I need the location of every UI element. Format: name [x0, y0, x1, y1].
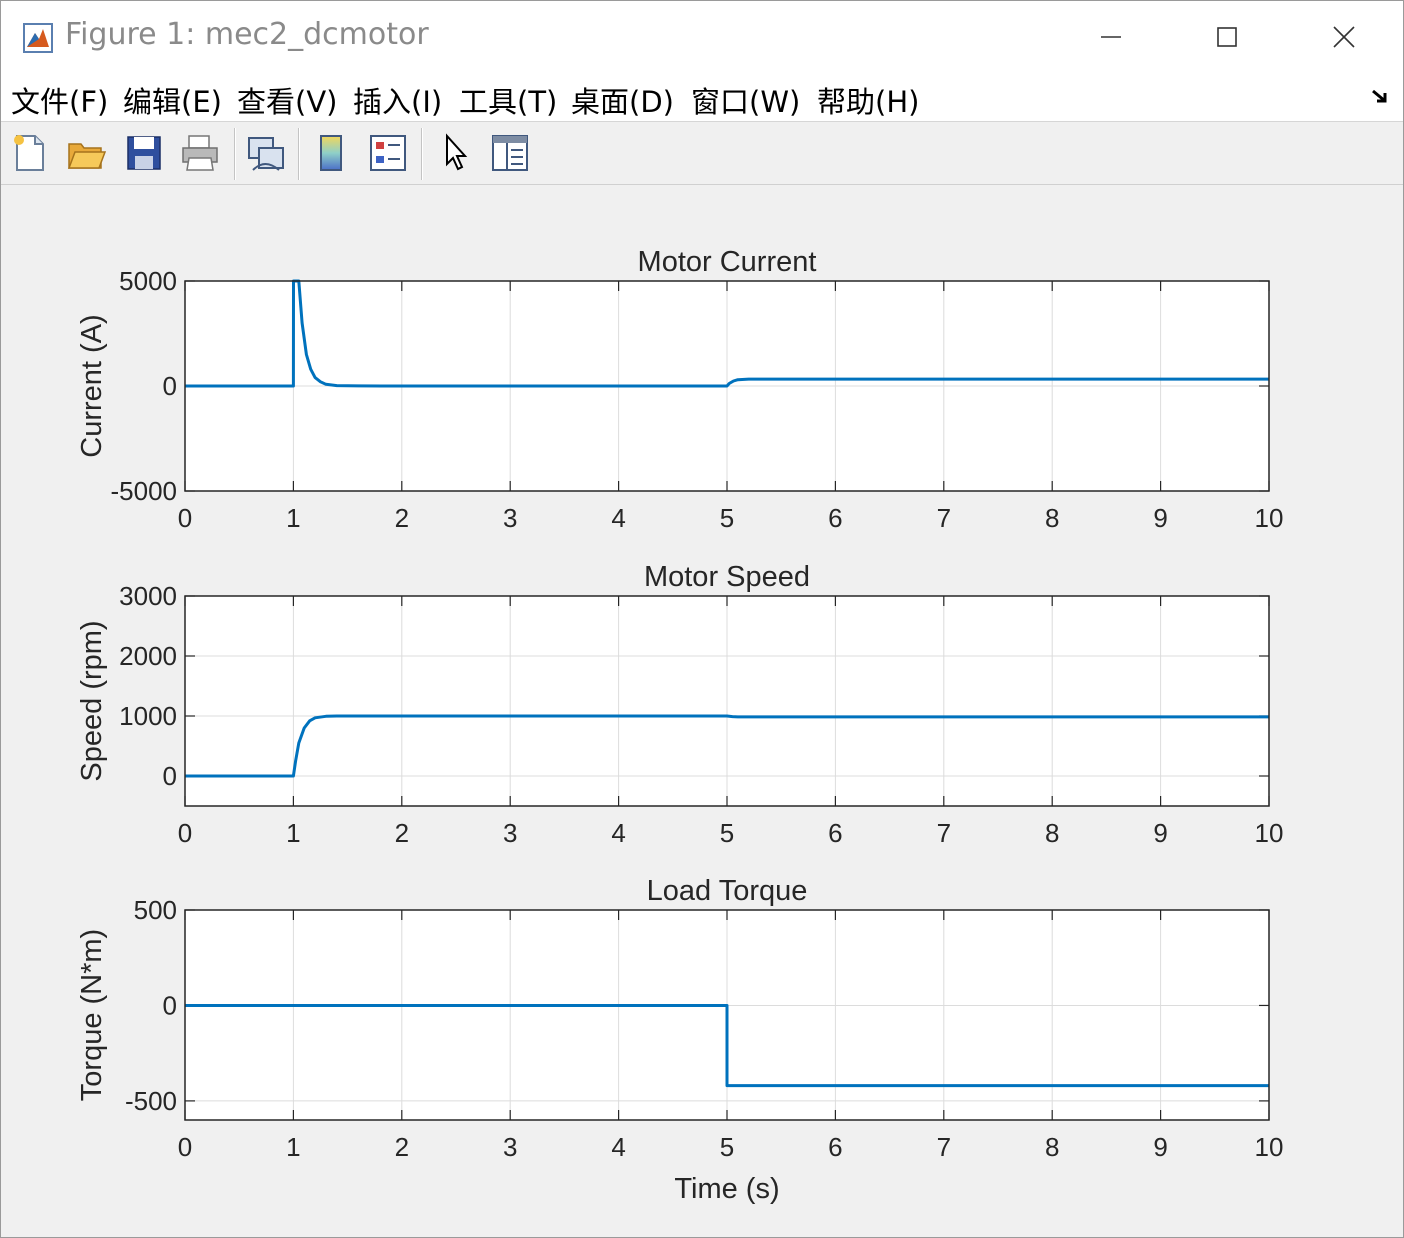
open-file-icon[interactable]: [65, 132, 107, 174]
menu-desktop[interactable]: 桌面(D): [571, 85, 674, 119]
y-tick-label: 3000: [119, 581, 177, 611]
new-figure-icon[interactable]: [9, 132, 51, 174]
chart-title: Motor Current: [638, 246, 817, 278]
x-tick-label: 6: [828, 503, 842, 533]
minimize-icon[interactable]: [1091, 17, 1131, 57]
dock-arrow-icon[interactable]: [1369, 85, 1393, 109]
menu-tools[interactable]: 工具(T): [459, 85, 558, 119]
y-tick-label: 0: [163, 990, 177, 1020]
y-tick-label: 1000: [119, 701, 177, 731]
x-tick-label: 6: [828, 1132, 842, 1162]
x-tick-label: 5: [720, 1132, 734, 1162]
x-tick-label: 3: [503, 818, 517, 848]
print-icon[interactable]: [179, 132, 221, 174]
x-tick-label: 0: [178, 818, 192, 848]
x-tick-label: 3: [503, 503, 517, 533]
x-tick-label: 5: [720, 503, 734, 533]
x-tick-label: 9: [1153, 1132, 1167, 1162]
x-tick-label: 10: [1255, 818, 1284, 848]
chart-title: Motor Speed: [644, 561, 810, 593]
menu-file[interactable]: 文件(F): [11, 85, 109, 119]
x-tick-label: 8: [1045, 818, 1059, 848]
axes-frame: [184, 280, 1270, 492]
chart-title: Load Torque: [647, 875, 808, 907]
y-tick-label: 0: [163, 371, 177, 401]
toolbar-separator: [421, 128, 423, 180]
figure-toolbar: [1, 122, 1403, 185]
x-tick-label: 8: [1045, 1132, 1059, 1162]
menu-bar: 文件(F) 编辑(E) 查看(V) 插入(I) 工具(T) 桌面(D) 窗口(W…: [1, 71, 1403, 122]
maximize-icon[interactable]: [1207, 17, 1247, 57]
series-line: [185, 1004, 1269, 1088]
menu-view[interactable]: 查看(V): [237, 85, 338, 119]
x-tick-label: 8: [1045, 503, 1059, 533]
x-tick-label: 1: [286, 1132, 300, 1162]
series-line: [185, 279, 1269, 388]
save-icon[interactable]: [123, 132, 165, 174]
x-tick-label: 9: [1153, 818, 1167, 848]
legend-icon[interactable]: [367, 132, 409, 174]
title-bar[interactable]: Figure 1: mec2_dcmotor: [1, 1, 1403, 71]
x-tick-label: 10: [1255, 503, 1284, 533]
x-tick-label: 2: [395, 818, 409, 848]
property-inspector-icon[interactable]: [489, 132, 531, 174]
axes-frame: [184, 909, 1270, 1121]
axes-frame: [184, 595, 1270, 807]
x-tick-label: 7: [937, 818, 951, 848]
x-tick-label: 3: [503, 1132, 517, 1162]
y-tick-label: -5000: [111, 476, 178, 506]
x-tick-label: 4: [611, 503, 625, 533]
x-tick-label: 6: [828, 818, 842, 848]
x-tick-label: 0: [178, 1132, 192, 1162]
x-tick-label: 2: [395, 1132, 409, 1162]
window-title: Figure 1: mec2_dcmotor: [65, 17, 429, 52]
x-tick-label: 7: [937, 503, 951, 533]
y-axis-label: Torque (N*m): [76, 929, 108, 1101]
y-axis-label: Speed (rpm): [76, 620, 108, 781]
figure-canvas: 0 1 2 3 4 5 6 7 8 9 10 -5000 0 5000 Motor Current Curre…: [1, 185, 1403, 1237]
x-tick-label: 4: [611, 818, 625, 848]
y-tick-label: 5000: [119, 266, 177, 296]
colorbar-icon[interactable]: [311, 132, 353, 174]
y-tick-label: 500: [134, 895, 177, 925]
series-line: [185, 714, 1269, 778]
x-tick-label: 2: [395, 503, 409, 533]
x-tick-label: 10: [1255, 1132, 1284, 1162]
x-tick-label: 7: [937, 1132, 951, 1162]
x-tick-label: 1: [286, 818, 300, 848]
menu-edit[interactable]: 编辑(E): [123, 85, 222, 119]
toolbar-separator: [298, 128, 300, 180]
y-tick-label: 2000: [119, 641, 177, 671]
pointer-icon[interactable]: [435, 132, 477, 174]
y-tick-label: 0: [163, 761, 177, 791]
matlab-figure-icon: [23, 23, 53, 53]
x-tick-label: 5: [720, 818, 734, 848]
toolbar-separator: [234, 128, 236, 180]
y-axis-label: Current (A): [76, 314, 108, 457]
menu-insert[interactable]: 插入(I): [353, 85, 443, 119]
x-axis-label: Time (s): [674, 1173, 779, 1205]
x-tick-label: 0: [178, 503, 192, 533]
link-plot-icon[interactable]: [245, 132, 287, 174]
y-tick-label: -500: [125, 1086, 177, 1116]
close-icon[interactable]: [1324, 17, 1364, 57]
x-tick-label: 1: [286, 503, 300, 533]
menu-window[interactable]: 窗口(W): [691, 85, 801, 119]
x-tick-label: 4: [611, 1132, 625, 1162]
menu-help[interactable]: 帮助(H): [817, 85, 920, 119]
x-tick-label: 9: [1153, 503, 1167, 533]
